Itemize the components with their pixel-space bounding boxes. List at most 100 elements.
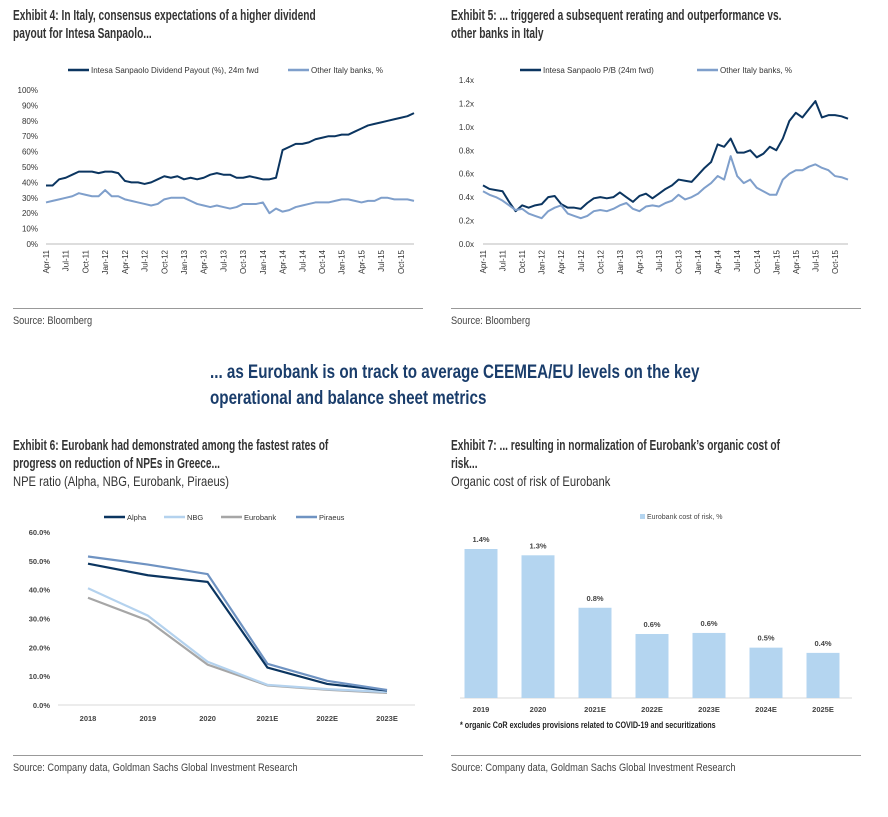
legend-swatch <box>640 514 645 519</box>
x-tick-label: Jan-13 <box>616 249 625 274</box>
exhibit-5-title: Exhibit 5: ... triggered a subsequent re… <box>451 8 782 42</box>
x-tick-label: Oct-15 <box>831 249 840 274</box>
y-tick-label: 20% <box>22 209 38 218</box>
x-tick-label: Apr-15 <box>357 249 366 274</box>
x-tick-label: Jul-11 <box>62 249 71 271</box>
y-tick-label: 40% <box>22 178 38 187</box>
exhibit-5-source: Source: Bloomberg <box>451 315 531 327</box>
series-line-nbg <box>87 587 388 694</box>
x-tick-label: Oct-14 <box>753 249 762 274</box>
x-tick-label: Apr-11 <box>479 249 488 273</box>
x-tick-label: Apr-11 <box>42 249 51 273</box>
exhibit-7-source: Source: Company data, Goldman Sachs Glob… <box>451 762 736 774</box>
y-tick-label: 30% <box>22 194 38 203</box>
y-tick-label: 0.2x <box>459 217 474 226</box>
exhibit-6-title: Exhibit 6: Eurobank had demonstrated amo… <box>13 438 329 472</box>
x-tick-label: 2022E <box>641 705 663 714</box>
data-label: 1.4% <box>472 535 489 544</box>
legend-label: Other Italy banks, % <box>720 66 792 75</box>
y-tick-label: 100% <box>18 86 38 95</box>
y-tick-label: 60.0% <box>29 528 51 537</box>
y-tick-label: 80% <box>22 117 38 126</box>
series-line-1 <box>46 112 415 187</box>
divider <box>13 755 423 756</box>
y-tick-label: 10% <box>22 225 38 234</box>
legend-label: Eurobank cost of risk, % <box>647 514 722 521</box>
divider <box>451 755 861 756</box>
x-tick-label: 2020 <box>199 714 216 723</box>
x-tick-label: Apr-15 <box>792 249 801 274</box>
exhibit-6-source: Source: Company data, Goldman Sachs Glob… <box>13 762 298 774</box>
x-tick-label: Jan-13 <box>180 249 189 274</box>
series-line-alpha <box>87 562 388 692</box>
y-tick-label: 60% <box>22 148 38 157</box>
x-tick-label: 2024E <box>755 705 777 714</box>
exhibit-7-footnote: * organic CoR excludes provisions relate… <box>460 720 716 730</box>
x-tick-label: Apr-13 <box>635 249 644 274</box>
x-tick-label: Oct-11 <box>518 249 527 273</box>
x-tick-label: Jan-15 <box>338 249 347 274</box>
x-tick-label: 2019 <box>473 705 490 714</box>
y-tick-label: 0% <box>26 240 38 249</box>
x-tick-label: Oct-11 <box>81 249 90 273</box>
x-tick-label: 2025E <box>812 705 834 714</box>
y-tick-label: 50% <box>22 163 38 172</box>
y-tick-label: 0.0% <box>33 701 50 710</box>
bar <box>749 647 783 698</box>
y-tick-label: 20.0% <box>29 643 51 652</box>
x-tick-label: Apr-12 <box>557 249 566 274</box>
bar <box>464 549 498 698</box>
x-tick-label: Jan-12 <box>538 249 547 274</box>
x-tick-label: Jul-12 <box>577 249 586 271</box>
divider <box>13 308 423 309</box>
data-label: 0.8% <box>586 594 603 603</box>
x-tick-label: Jul-14 <box>298 249 307 271</box>
series-line-2 <box>45 189 415 215</box>
bar <box>806 652 840 698</box>
y-tick-label: 0.8x <box>459 146 474 155</box>
bar <box>635 633 669 698</box>
y-tick-label: 0.0x <box>459 240 474 249</box>
data-label: 0.6% <box>643 620 660 629</box>
legend-label: Other Italy banks, % <box>311 66 383 75</box>
x-tick-label: Jul-15 <box>377 249 386 271</box>
x-tick-label: Jul-13 <box>655 249 664 271</box>
legend-label: Eurobank <box>244 513 276 522</box>
x-tick-label: Jul-11 <box>499 249 508 271</box>
data-label: 0.4% <box>814 639 831 648</box>
exhibit-7-subtitle: Organic cost of risk of Eurobank <box>451 473 611 489</box>
x-tick-label: 2023E <box>376 714 398 723</box>
legend-label: NBG <box>187 513 203 522</box>
series-line-2 <box>482 155 849 220</box>
y-tick-label: 1.4x <box>459 76 474 85</box>
x-tick-label: Oct-15 <box>397 249 406 274</box>
x-tick-label: Jul-12 <box>141 249 150 271</box>
x-tick-label: Jan-15 <box>772 249 781 274</box>
series-line-piraeus <box>87 555 388 692</box>
x-tick-label: Apr-14 <box>714 249 723 274</box>
x-tick-label: Apr-13 <box>200 249 209 274</box>
series-line-1 <box>482 100 849 213</box>
x-tick-label: Jan-12 <box>101 249 110 274</box>
y-tick-label: 10.0% <box>29 672 51 681</box>
divider <box>451 308 861 309</box>
data-label: 0.6% <box>700 619 717 628</box>
x-tick-label: 2021E <box>584 705 606 714</box>
bar <box>692 632 726 698</box>
x-tick-label: Apr-12 <box>121 249 130 274</box>
x-tick-label: Oct-13 <box>675 249 684 274</box>
y-tick-label: 70% <box>22 132 38 141</box>
x-tick-label: 2018 <box>80 714 97 723</box>
legend-label: Piraeus <box>319 513 345 522</box>
series-line-eurobank <box>87 596 388 694</box>
y-tick-label: 40.0% <box>29 586 51 595</box>
section-heading: ... as Eurobank is on track to average C… <box>210 361 700 409</box>
x-tick-label: 2023E <box>698 705 720 714</box>
x-tick-label: 2020 <box>530 705 547 714</box>
x-tick-label: Jul-15 <box>811 249 820 271</box>
legend-label: Intesa Sanpaolo P/B (24m fwd) <box>543 66 654 75</box>
y-tick-label: 30.0% <box>29 615 51 624</box>
y-tick-label: 0.4x <box>459 193 474 202</box>
legend-label: Alpha <box>127 513 147 522</box>
